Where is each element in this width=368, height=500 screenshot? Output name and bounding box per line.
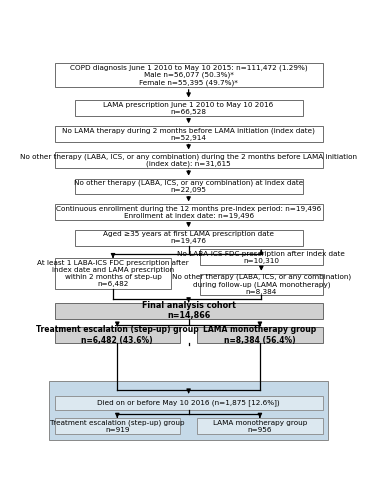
FancyBboxPatch shape — [54, 258, 171, 289]
Text: LAMA monotherapy group
n=8,384 (56.4%): LAMA monotherapy group n=8,384 (56.4%) — [203, 325, 316, 344]
Text: LAMA monotherapy group
n=956: LAMA monotherapy group n=956 — [213, 420, 307, 432]
FancyBboxPatch shape — [197, 418, 323, 434]
FancyBboxPatch shape — [200, 274, 323, 295]
Text: No LABA-ICS FDC prescription after index date
n=10,310: No LABA-ICS FDC prescription after index… — [177, 250, 345, 264]
FancyBboxPatch shape — [54, 302, 323, 318]
Text: No LAMA therapy during 2 months before LAMA initiation (index date)
n=52,914: No LAMA therapy during 2 months before L… — [62, 127, 315, 140]
FancyBboxPatch shape — [54, 126, 323, 142]
FancyBboxPatch shape — [54, 327, 180, 343]
Text: Treatment escalation (step-up) group
n=919: Treatment escalation (step-up) group n=9… — [50, 420, 185, 433]
Text: Died on or before May 10 2016 (n=1,875 [12.6%]): Died on or before May 10 2016 (n=1,875 [… — [97, 400, 280, 406]
Text: Treatment escalation (step-up) group
n=6,482 (43.6%): Treatment escalation (step-up) group n=6… — [36, 325, 199, 344]
FancyBboxPatch shape — [54, 152, 323, 168]
Text: Aged ≥35 years at first LAMA prescription date
n=19,476: Aged ≥35 years at first LAMA prescriptio… — [103, 232, 274, 244]
FancyBboxPatch shape — [74, 178, 302, 194]
FancyBboxPatch shape — [54, 204, 323, 220]
Text: LAMA prescription June 1 2010 to May 10 2016
n=66,528: LAMA prescription June 1 2010 to May 10 … — [103, 102, 274, 114]
FancyBboxPatch shape — [54, 418, 180, 434]
Text: No other therapy (LABA, ICS, or any combination)
during follow-up (LAMA monother: No other therapy (LABA, ICS, or any comb… — [172, 274, 351, 295]
Text: Continuous enrollment during the 12 months pre-index period: n=19,496
Enrollment: Continuous enrollment during the 12 mont… — [56, 206, 321, 218]
FancyBboxPatch shape — [197, 327, 323, 343]
Text: Final analysis cohort
n=14,866: Final analysis cohort n=14,866 — [142, 301, 236, 320]
Text: No other therapy (LABA, ICS, or any combination) at index date
n=22,095: No other therapy (LABA, ICS, or any comb… — [74, 180, 303, 193]
FancyBboxPatch shape — [74, 230, 302, 246]
FancyBboxPatch shape — [54, 396, 323, 409]
FancyBboxPatch shape — [54, 63, 323, 87]
Text: COPD diagnosis June 1 2010 to May 10 2015: n=111,472 (1.29%)
Male n=56,077 (50.3: COPD diagnosis June 1 2010 to May 10 201… — [70, 64, 307, 86]
FancyBboxPatch shape — [74, 100, 302, 116]
Text: No other therapy (LABA, ICS, or any combination) during the 2 months before LAMA: No other therapy (LABA, ICS, or any comb… — [20, 153, 357, 167]
FancyBboxPatch shape — [200, 250, 323, 265]
Text: At least 1 LABA-ICS FDC prescription after
index date and LAMA prescription
with: At least 1 LABA-ICS FDC prescription aft… — [37, 260, 189, 287]
FancyBboxPatch shape — [49, 380, 328, 440]
